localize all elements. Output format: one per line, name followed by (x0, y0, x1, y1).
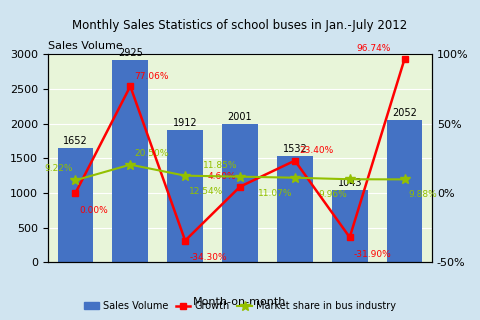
Text: -31.90%: -31.90% (354, 250, 392, 259)
Text: 9.96%: 9.96% (318, 190, 347, 199)
Market share in bus industry (127, 163, 133, 166)
Text: 12.54%: 12.54% (189, 187, 224, 196)
Text: -34.30%: -34.30% (189, 253, 227, 262)
Text: Monthly Sales Statistics of school buses in Jan.-July 2012: Monthly Sales Statistics of school buses… (72, 19, 408, 32)
Bar (168, 130, 203, 262)
Text: 0.00%: 0.00% (80, 205, 108, 215)
Text: 9.22%: 9.22% (44, 164, 72, 173)
Market share in bus industry (182, 174, 188, 178)
Text: 4.60%: 4.60% (207, 172, 236, 181)
Text: 20.50%: 20.50% (134, 149, 169, 158)
Bar (112, 60, 148, 262)
Market share in bus industry (402, 178, 408, 181)
Text: Sales Volume: Sales Volume (48, 41, 123, 51)
Text: 1912: 1912 (173, 118, 197, 128)
Text: 96.74%: 96.74% (356, 44, 391, 53)
Market share in bus industry (292, 176, 298, 180)
Growth (292, 159, 298, 163)
Line: Market share in bus industry: Market share in bus industry (71, 160, 409, 185)
Text: 2925: 2925 (118, 48, 143, 58)
Market share in bus industry (72, 178, 78, 182)
Text: 2052: 2052 (392, 108, 417, 118)
Growth (72, 191, 78, 195)
Bar (58, 148, 93, 262)
Bar (332, 190, 368, 262)
Growth (127, 84, 133, 88)
Market share in bus industry (347, 177, 353, 181)
Legend: Sales Volume, Growth, Market share in bus industry: Sales Volume, Growth, Market share in bu… (80, 297, 400, 315)
Text: 23.40%: 23.40% (299, 146, 333, 155)
Growth (237, 185, 243, 188)
Text: 9.88%: 9.88% (409, 190, 437, 199)
Text: Month-on-month: Month-on-month (193, 297, 287, 307)
Text: 1043: 1043 (337, 178, 362, 188)
Growth (402, 57, 408, 61)
Text: 2001: 2001 (228, 112, 252, 122)
Text: 1652: 1652 (63, 136, 88, 146)
Text: 11.85%: 11.85% (203, 161, 237, 170)
Growth (182, 239, 188, 243)
Text: 11.07%: 11.07% (258, 189, 292, 198)
Bar (222, 124, 258, 262)
Text: 1532: 1532 (283, 144, 307, 155)
Market share in bus industry (237, 175, 243, 179)
Line: Growth: Growth (72, 55, 408, 244)
Bar (277, 156, 312, 262)
Growth (347, 236, 353, 239)
Text: 77.06%: 77.06% (134, 72, 169, 81)
Bar (387, 120, 422, 262)
